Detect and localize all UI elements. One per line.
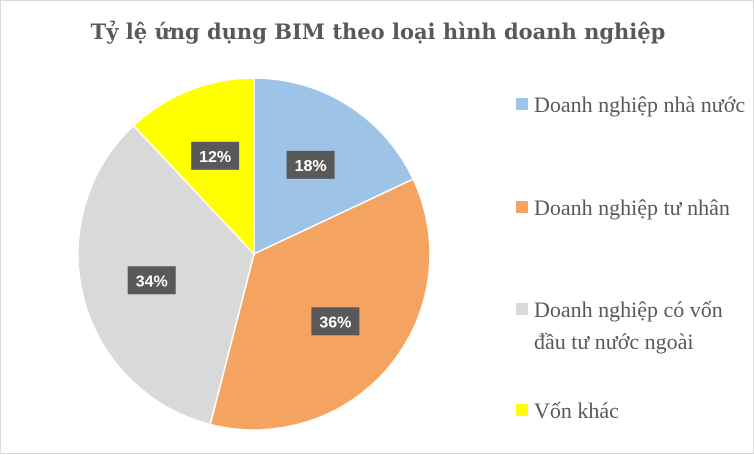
data-label-foreign-invested: 34% xyxy=(127,266,176,295)
data-label-box xyxy=(127,266,176,295)
chart-title: Tỷ lệ ứng dụng BIM theo loại hình doanh … xyxy=(90,19,666,44)
legend-item-other: Vốn khác xyxy=(516,395,746,427)
legend-swatch xyxy=(516,404,528,416)
legend-item-private: Doanh nghiệp tư nhân xyxy=(516,192,746,224)
data-label-text: 12% xyxy=(199,149,231,166)
data-label-text: 18% xyxy=(295,158,327,175)
data-label-box xyxy=(311,307,360,336)
legend-swatch xyxy=(516,303,528,315)
pie-slice-private xyxy=(209,178,431,431)
legend-label: Doanh nghiệp nhà nước xyxy=(534,92,746,117)
legend-swatch xyxy=(516,201,528,213)
data-label-text: 36% xyxy=(319,314,351,331)
legend-label: Vốn khác xyxy=(534,398,619,423)
data-label-box xyxy=(191,141,240,170)
legend-label: Doanh nghiệp tư nhân xyxy=(534,195,730,220)
legend-item-state-owned: Doanh nghiệp nhà nước xyxy=(516,89,746,121)
data-label-box xyxy=(286,150,335,179)
data-label-text: 34% xyxy=(136,273,168,290)
data-label-state-owned: 18% xyxy=(286,150,335,179)
legend-item-foreign-invested: Doanh nghiệp có vốn đầu tư nước ngoài xyxy=(516,294,746,358)
data-label-other: 12% xyxy=(191,141,240,170)
legend-swatch xyxy=(516,98,528,110)
legend-label: Doanh nghiệp có vốn đầu tư nước ngoài xyxy=(534,297,723,354)
data-label-private: 36% xyxy=(311,307,360,336)
